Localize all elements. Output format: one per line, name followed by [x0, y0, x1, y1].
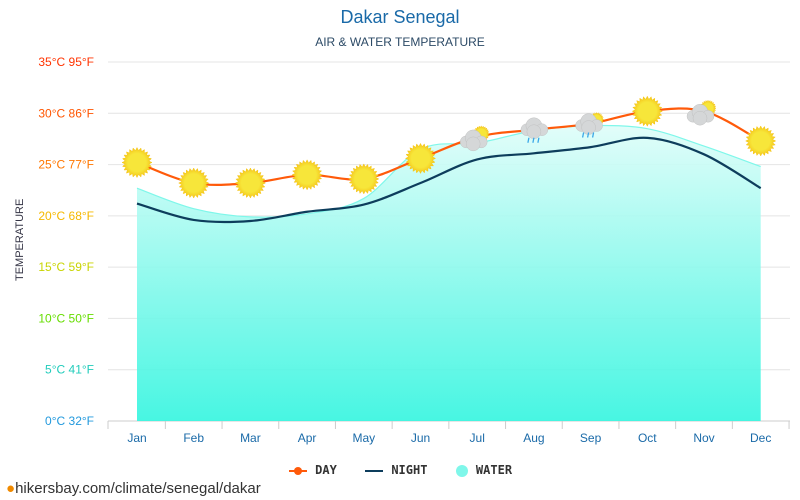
partly-cloudy-icon [686, 99, 717, 126]
location-pin-icon: ● [6, 480, 16, 497]
y-tick-label: 35°C 95°F [38, 55, 94, 69]
water-line [136, 124, 761, 218]
rain-sun-icon [575, 111, 605, 138]
sun-icon [348, 163, 380, 195]
x-tick-label: Oct [638, 431, 657, 445]
y-tick-label: 25°C 77°F [38, 158, 94, 172]
x-tick-label: May [352, 431, 375, 445]
sun-icon [291, 159, 323, 191]
legend-water-label: WATER [475, 463, 513, 477]
legend: DAY NIGHT WATER [0, 463, 800, 477]
sun-icon [178, 167, 210, 199]
x-tick-label: Apr [298, 431, 317, 445]
sun-icon [631, 95, 663, 127]
partly-cloudy-icon [460, 125, 490, 152]
x-tick-label: Dec [750, 431, 771, 445]
sun-icon [404, 142, 437, 174]
legend-night[interactable]: NIGHT [364, 463, 427, 477]
y-tick-label: 30°C 86°F [38, 106, 94, 120]
sun-icon [121, 146, 153, 179]
sun-icon [745, 125, 777, 157]
legend-water[interactable]: WATER [455, 463, 512, 477]
y-tick-label: 20°C 68°F [38, 209, 94, 223]
legend-day[interactable]: DAY [288, 463, 337, 477]
legend-day-label: DAY [315, 463, 337, 477]
rain-icon [520, 117, 549, 143]
x-tick-label: Nov [693, 431, 714, 445]
x-tick-label: Jul [470, 431, 485, 445]
legend-night-label: NIGHT [391, 463, 428, 477]
y-tick-label: 15°C 59°F [38, 260, 94, 274]
footer-text: hikersbay.com/climate/senegal/dakar [15, 480, 261, 497]
x-tick-label: Jan [127, 431, 146, 445]
x-tick-label: Jun [411, 431, 430, 445]
sun-icon [234, 167, 266, 199]
x-tick-label: Mar [240, 431, 261, 445]
chart-title: Dakar Senegal [340, 7, 460, 27]
x-tick-label: Sep [580, 431, 602, 445]
x-tick-label: Feb [183, 431, 204, 445]
footer-link[interactable]: ●hikersbay.com/climate/senegal/dakar [6, 480, 261, 497]
night-line [136, 136, 762, 224]
y-tick-label: 5°C 41°F [45, 363, 94, 377]
water-area [137, 125, 761, 421]
y-tick-label: 0°C 32°F [45, 414, 94, 428]
chart-subtitle: AIR & WATER TEMPERATURE [315, 35, 485, 49]
y-tick-label: 10°C 50°F [38, 311, 94, 325]
x-tick-label: Aug [523, 431, 544, 445]
